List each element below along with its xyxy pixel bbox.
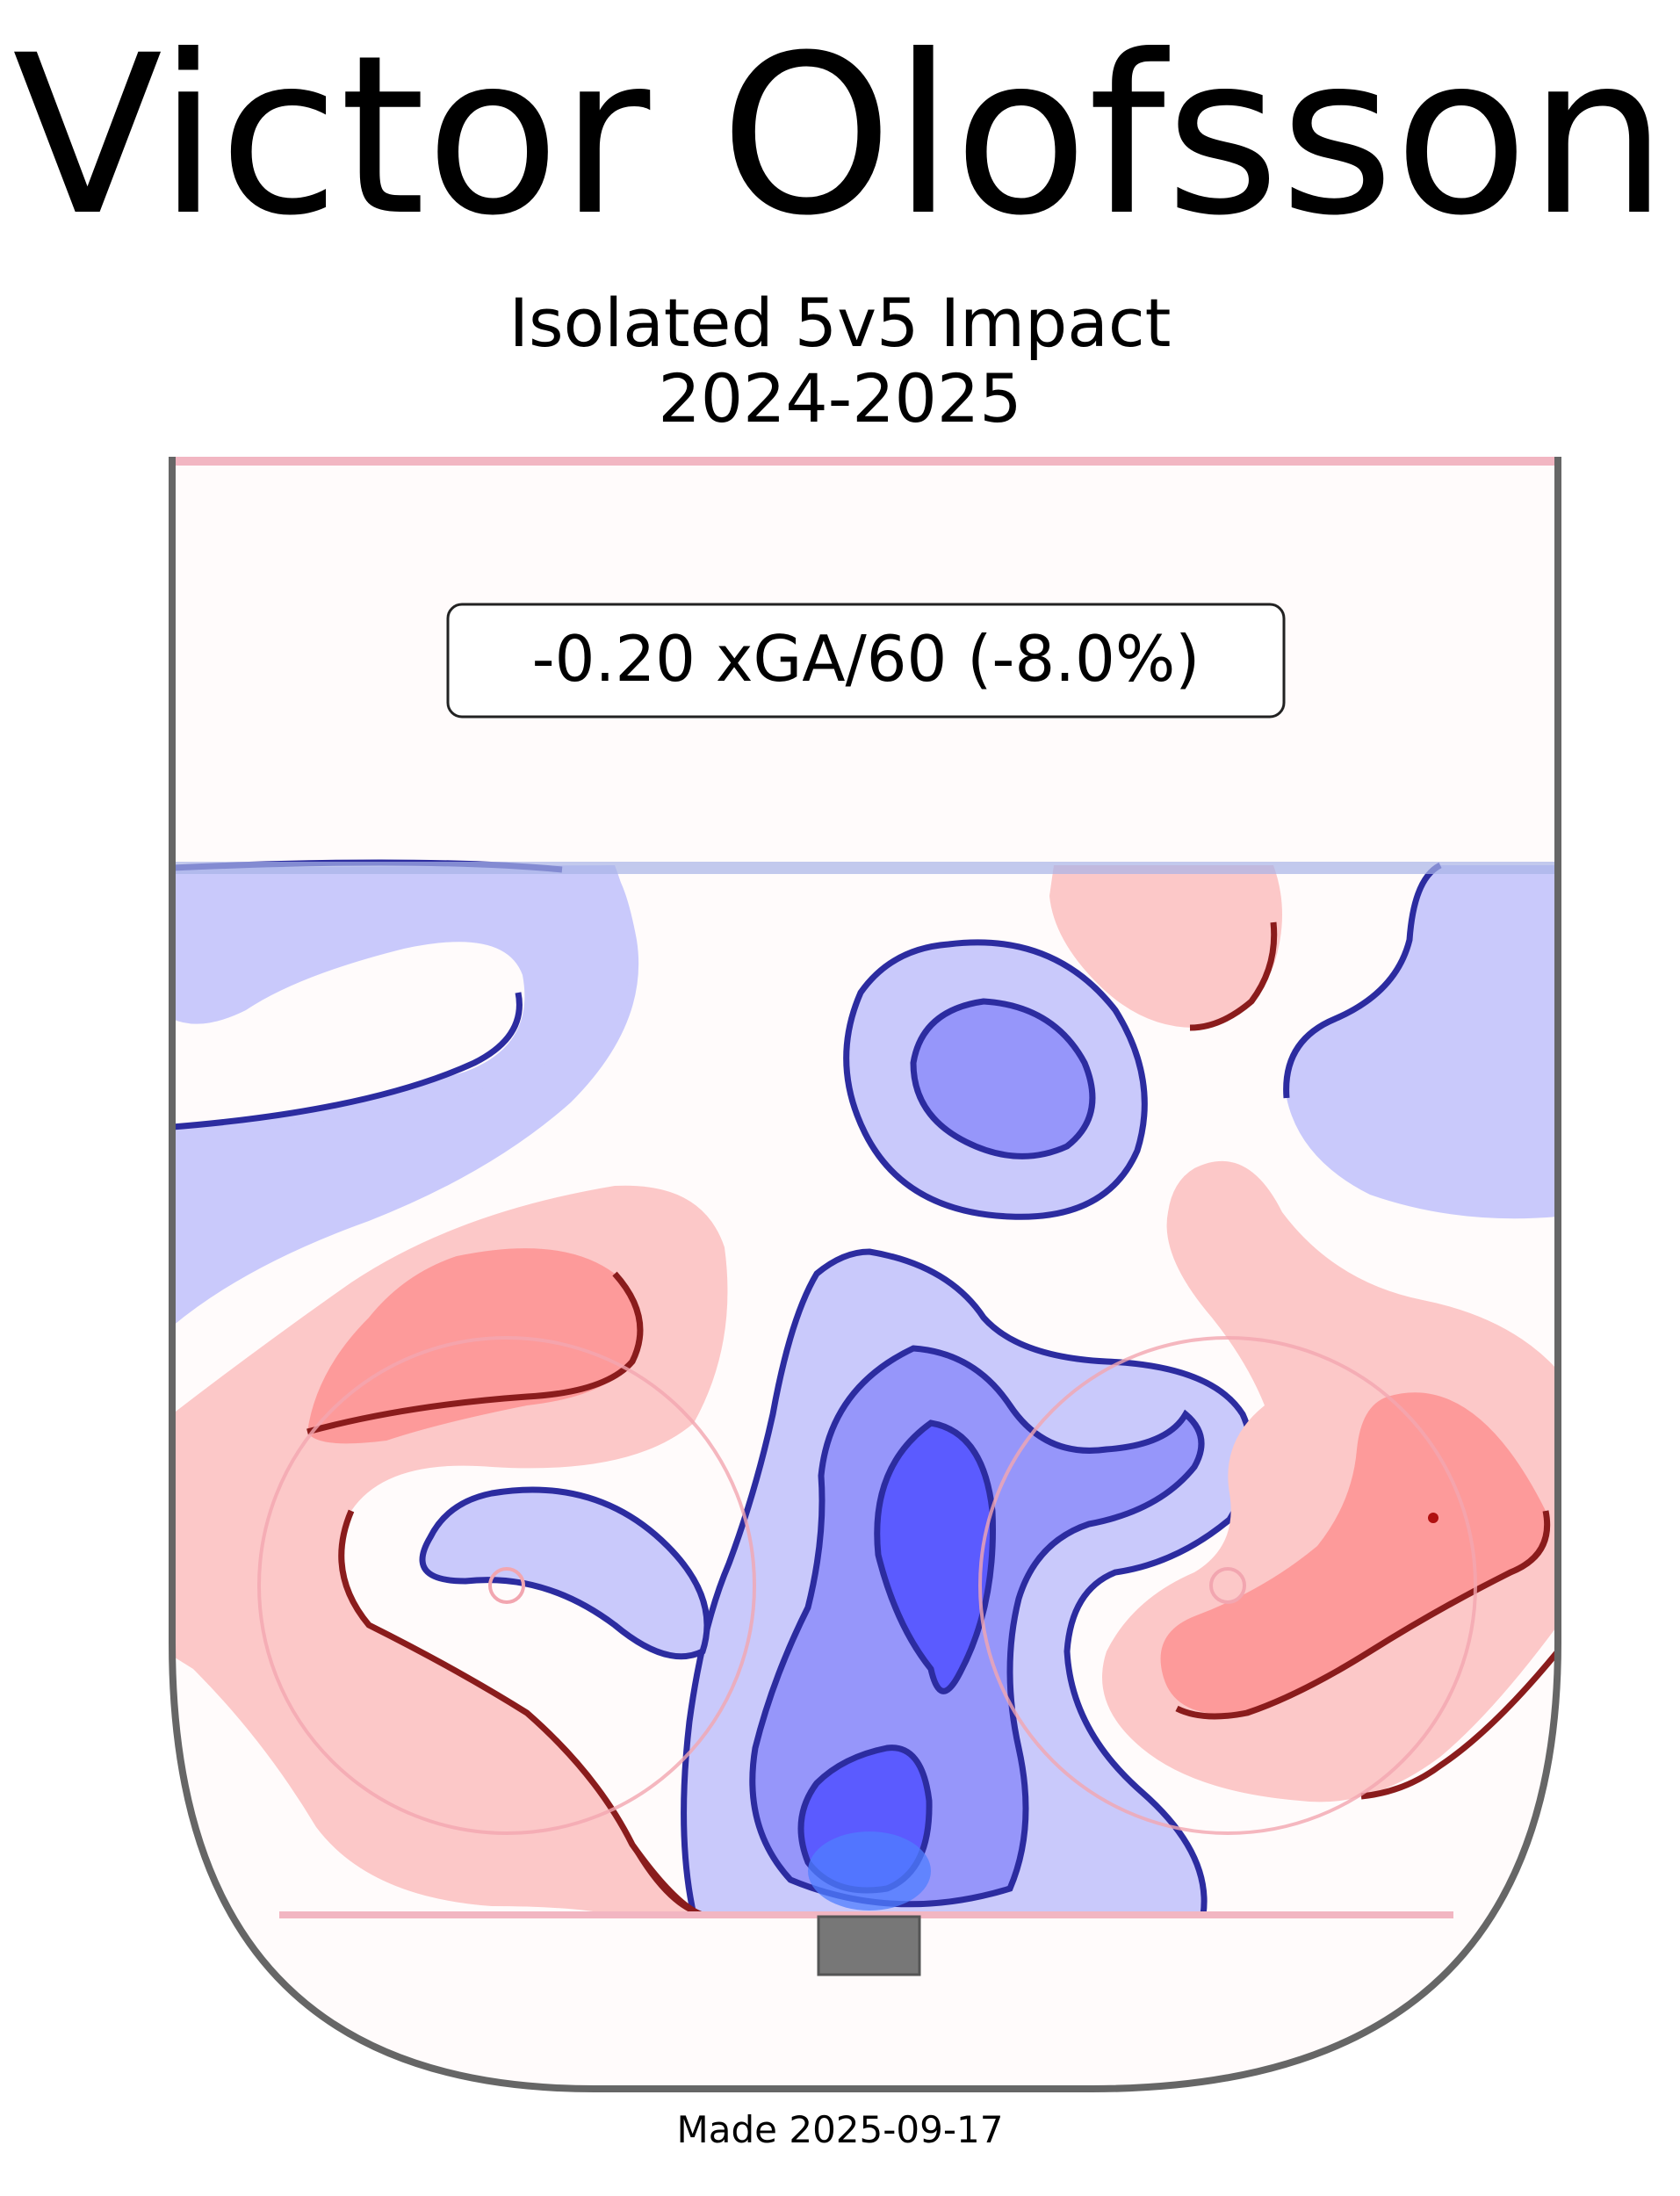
red-region-top-center	[1049, 865, 1282, 1028]
right-faceoff-dot	[1209, 1567, 1246, 1604]
made-date-footer: Made 2025-09-17	[676, 2108, 1004, 2151]
blue-region-top-right	[1286, 865, 1558, 1219]
subtitle-impact-line: Isolated 5v5 Impact	[508, 284, 1172, 362]
player-name-title: Victor Olofsson	[12, 8, 1668, 264]
left-faceoff-dot	[488, 1567, 525, 1604]
rink-markings	[172, 457, 1558, 1976]
goal-net	[817, 1915, 921, 1976]
rink-outline	[169, 457, 1561, 2092]
blue-region-left-middle	[419, 1486, 710, 1660]
chart-subtitle: Isolated 5v5 Impact 2024-2025	[0, 285, 1680, 437]
annotation-text: -0.20 xGA/60 (-8.0%)	[532, 622, 1201, 696]
subtitle-season-line: 2024-2025	[658, 359, 1022, 437]
impact-contours	[172, 859, 1558, 1918]
annotation-box	[446, 603, 1286, 719]
blue-regions	[172, 859, 1558, 1918]
impact-annotation: -0.20 xGA/60 (-8.0%)	[446, 603, 1286, 719]
right-faceoff-circle	[978, 1336, 1477, 1835]
red-regions	[172, 865, 1558, 1918]
left-faceoff-circle	[257, 1336, 756, 1835]
